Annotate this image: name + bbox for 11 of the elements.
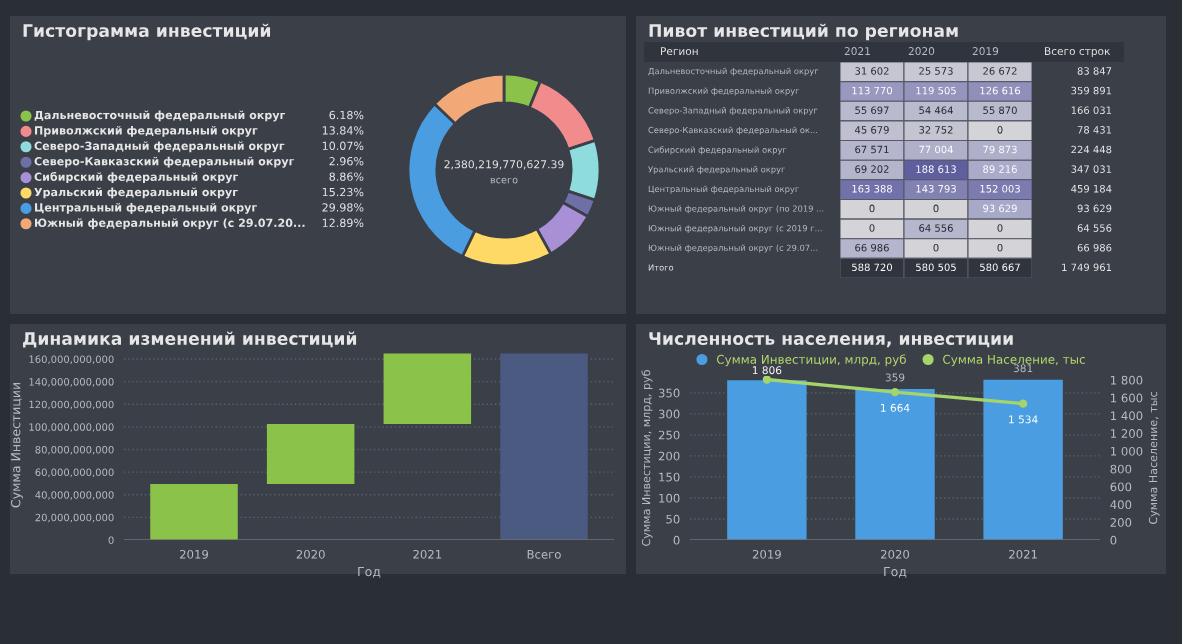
bar: [150, 484, 238, 540]
bar: [500, 353, 588, 540]
chart-title: Динамика изменений инвестиций: [23, 331, 357, 348]
chart-title: Гистограмма инвестиций: [23, 23, 271, 41]
bar: [383, 353, 472, 425]
point: [890, 387, 900, 397]
point: [1018, 399, 1028, 408]
bar: [266, 424, 355, 485]
chart-title: Пивот инвестиций по регионам: [649, 23, 958, 41]
point: [762, 376, 772, 384]
chart-title: Численность населения, инвестиции: [649, 332, 1013, 348]
